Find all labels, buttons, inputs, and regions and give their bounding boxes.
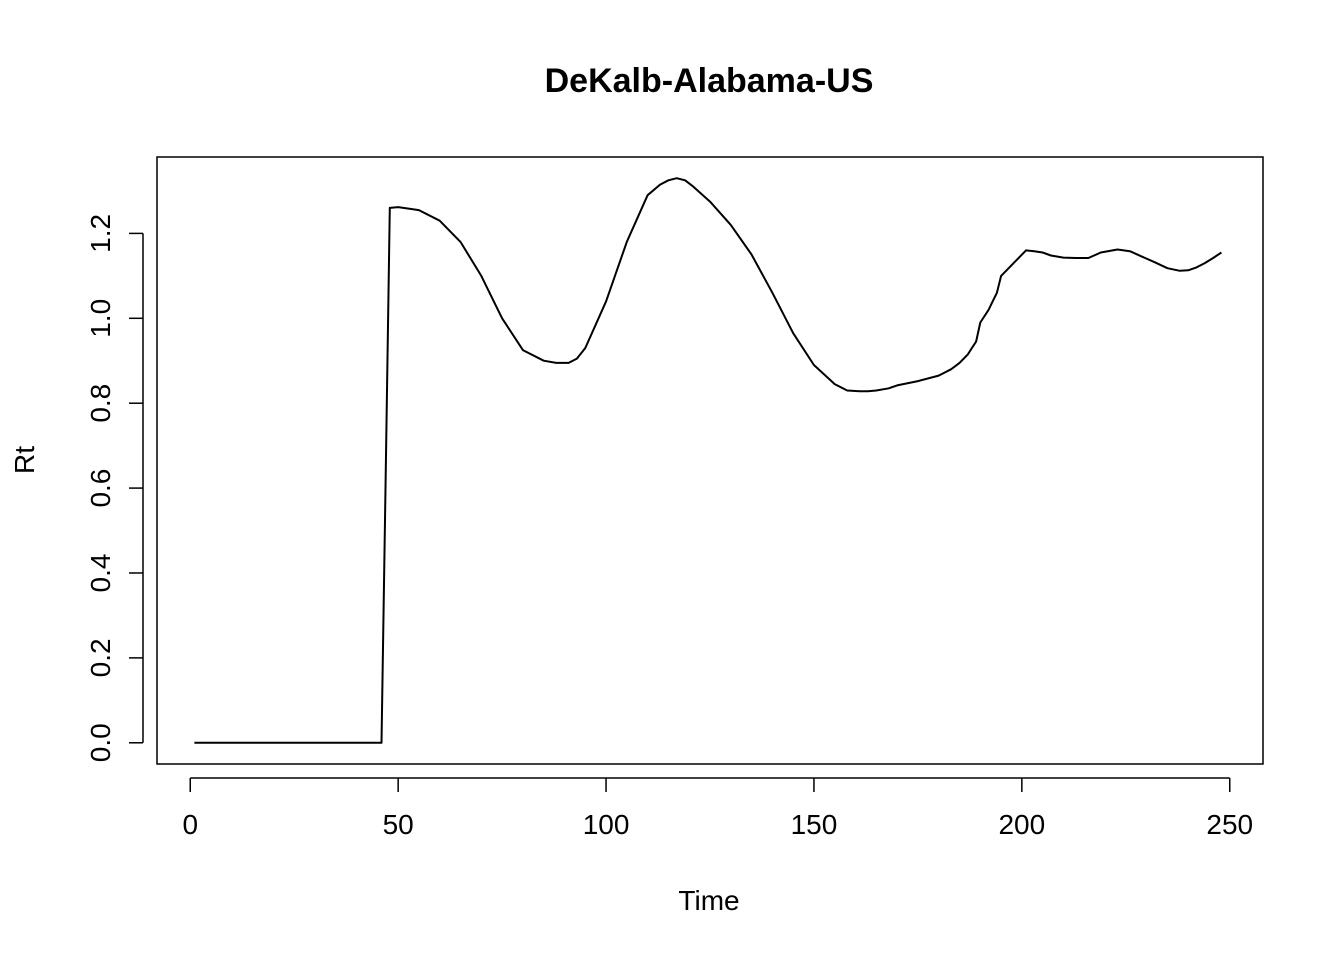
- x-axis: 0 50 100 150 200 250: [182, 777, 1253, 840]
- y-tick-label: 0.6: [85, 469, 116, 508]
- x-tick-label: 0: [182, 809, 198, 840]
- plot-frame: [156, 156, 1264, 765]
- y-axis-label: Rt: [9, 446, 40, 474]
- series-line: [194, 177, 1222, 744]
- y-tick-label: 0.4: [85, 554, 116, 593]
- series-layer: [194, 177, 1222, 744]
- chart-title: DeKalb-Alabama-US: [545, 62, 874, 100]
- x-tick-label: 250: [1206, 809, 1253, 840]
- y-tick-label: 0.2: [85, 638, 116, 677]
- x-tick-label: 50: [383, 809, 414, 840]
- y-tick-label: 0.0: [85, 723, 116, 762]
- x-tick-label: 150: [791, 809, 838, 840]
- y-tick-label: 1.0: [85, 299, 116, 338]
- x-tick-label: 200: [998, 809, 1045, 840]
- y-tick-label: 0.8: [85, 384, 116, 423]
- y-tick-label: 1.2: [85, 214, 116, 253]
- y-axis: 0.0 0.2 0.4 0.6 0.8 1.0 1.2: [85, 214, 144, 762]
- x-tick-label: 100: [583, 809, 630, 840]
- x-axis-label: Time: [678, 885, 739, 916]
